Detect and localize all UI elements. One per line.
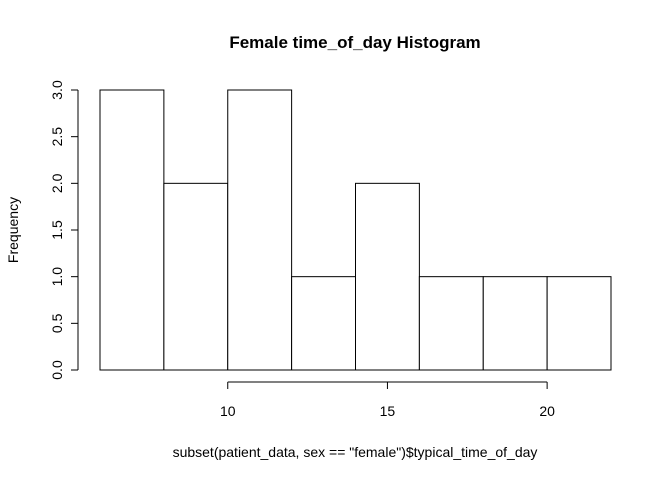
x-tick-label-2: 20 [539,403,555,419]
x-axis: 10 15 20 [220,381,555,419]
y-tick-label-0: 0.0 [49,360,65,380]
y-tick-label-2: 1.0 [49,267,65,287]
y-tick-label-4: 2.0 [49,173,65,193]
x-tick-label-1: 15 [380,403,396,419]
chart-title: Female time_of_day Histogram [229,33,480,52]
histogram-bar-5 [418,276,484,371]
y-tick-label-1: 0.5 [49,313,65,333]
y-tick-label-3: 1.5 [49,220,65,240]
y-tick-label-5: 2.5 [49,127,65,147]
histogram-bar-1 [163,182,229,371]
histogram-bar-3 [291,276,356,371]
y-tick-label-6: 3.0 [49,80,65,100]
y-axis-label: Frequency [5,197,21,263]
histogram-bar-6 [482,276,548,371]
histogram-bar-4 [355,182,420,371]
histogram-bar-7 [546,276,612,371]
histogram-bars [99,89,612,371]
x-axis-label: subset(patient_data, sex == "female")$ty… [173,444,538,460]
histogram-bar-0 [99,89,165,371]
histogram-bar-2 [227,89,293,371]
y-axis: 0.0 0.5 1.0 1.5 2.0 2.5 3.0 [49,80,79,380]
x-tick-label-0: 10 [220,403,236,419]
